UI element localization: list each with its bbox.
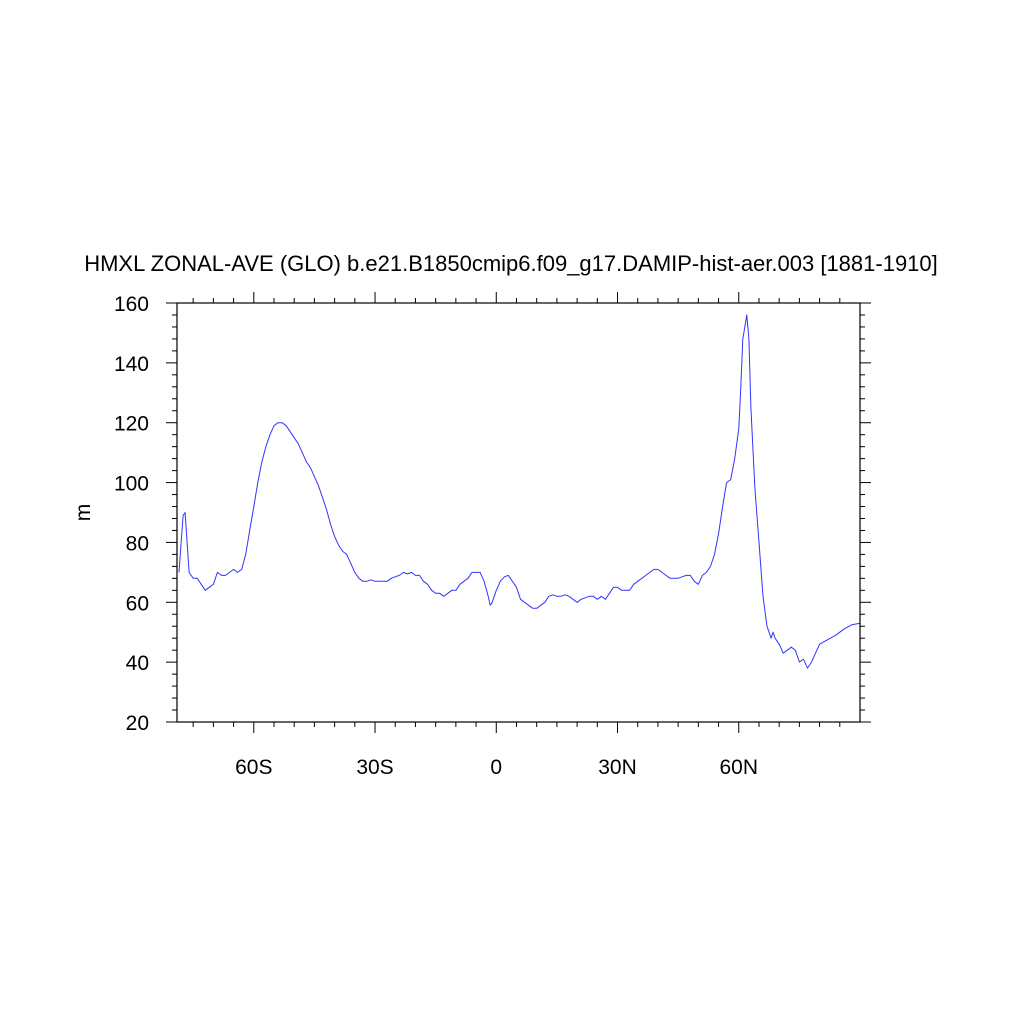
x-tick-label: 60N [719,756,758,779]
y-tick-label: 140 [114,353,149,376]
series-line [178,314,861,669]
y-tick-label: 120 [114,413,149,436]
y-tick-label: 20 [126,712,149,735]
y-axis-label: m [72,504,95,522]
chart-title: HMXL ZONAL-AVE (GLO) b.e21.B1850cmip6.f0… [84,251,938,276]
x-tick-label: 0 [490,756,502,779]
x-tick-label: 60S [235,756,272,779]
x-tick-label: 30S [356,756,393,779]
series-layer [178,314,861,669]
plot-frame [176,302,861,723]
y-tick-label: 100 [114,473,149,496]
y-tick-label: 40 [126,652,149,675]
y-tick-label: 160 [114,293,149,316]
y-tick-label: 80 [126,532,149,555]
x-tick-label: 30N [598,756,637,779]
y-tick-label: 60 [126,592,149,615]
ticks-layer: 20 40 60 80 100 120 140 160 60S 30S 0 30N 60N [114,292,871,779]
